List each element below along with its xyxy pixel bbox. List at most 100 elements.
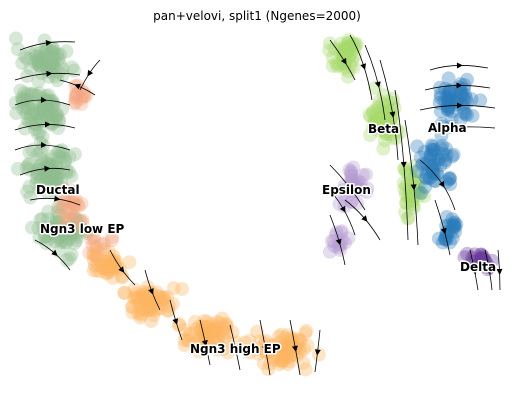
cell-point-alpha [432,95,447,110]
cell-point-ngn3-low-ep [63,207,78,221]
cell-point-ductal [22,179,37,194]
cell-point-ductal [58,224,73,239]
cell-point-alpha [417,144,432,159]
cell-point-epsilon [348,175,363,190]
cell-point-ngn3-high-ep [135,288,150,303]
cell-point-alpha [443,171,457,186]
cell-point-ductal [55,102,69,117]
cell-point-ngn3-high-ep [140,295,155,310]
cell-point-ngn3-high-ep [106,261,121,276]
cluster-label-alpha: Alpha [428,121,467,135]
streamline [14,72,81,81]
cell-point-beta [366,105,380,120]
cell-point-ductal [25,96,40,111]
streamline [349,34,373,101]
cell-point-ngn3-high-ep [90,257,105,272]
cell-point-ngn3-low-ep [62,182,77,197]
cell-point-ngn3-high-ep [272,335,286,350]
cell-point-ngn3-high-ep [277,337,292,352]
cell-point-ductal [80,224,95,239]
cell-point-ductal [48,109,63,124]
cell-point-epsilon [322,244,337,259]
cell-point-ductal [62,232,76,247]
cell-point-alpha [435,138,450,153]
cell-point-epsilon [334,224,349,239]
cell-point-beta [371,123,386,138]
cell-point-ductal [39,184,54,199]
cell-point-ductal [35,103,50,118]
cell-point-ductal [41,59,56,73]
cell-point-ductal [20,87,35,102]
cell-point-alpha [444,93,459,108]
cell-point-ngn3-high-ep [196,319,210,334]
cell-point-ngn3-high-ep [114,269,129,284]
cell-point-alpha [443,177,458,192]
cell-point-ductal [33,102,48,117]
cell-points [8,31,499,377]
cell-point-alpha [465,108,480,123]
cell-point-alpha [444,104,459,119]
cell-point-alpha [434,141,449,156]
streamline-arrow [118,266,125,273]
cell-point-ngn3-high-ep [249,324,264,339]
cell-point-beta [347,41,362,56]
cell-point-ngn3-high-ep [122,255,137,270]
cell-point-alpha [425,161,440,176]
cell-point-beta [366,104,381,119]
cell-point-ngn3-high-ep [267,343,282,358]
cell-point-ductal [42,171,57,186]
cell-point-epsilon [344,194,359,209]
cell-point-ductal [38,93,53,108]
cell-point-alpha [438,81,453,96]
cell-point-ngn3-high-ep [181,332,196,347]
cell-point-ductal [62,251,77,266]
cell-point-ductal [28,49,43,64]
cell-point-ductal [19,106,34,120]
cell-point-ngn3-high-ep [298,326,313,341]
cell-point-ductal [55,180,70,195]
streamline [364,44,386,121]
cell-point-alpha [425,165,440,180]
cell-point-ductal [45,168,60,183]
cell-point-ductal [48,215,63,229]
cell-point-ngn3-high-ep [280,339,294,354]
cell-point-ductal [49,107,64,122]
cell-point-ngn3-high-ep [100,265,115,280]
cell-point-ngn3-high-ep [274,353,289,367]
cell-point-alpha [433,87,448,102]
cell-point-epsilon [344,168,359,183]
cell-point-beta [406,200,421,215]
cell-point-ductal [57,230,72,244]
cell-point-ductal [15,56,30,71]
cell-point-ductal [46,45,61,60]
cell-point-ductal [52,56,67,71]
cell-point-alpha [438,232,452,247]
cell-point-ngn3-low-ep [63,205,78,220]
cell-point-ductal [35,212,50,227]
cell-point-ngn3-high-ep [161,304,175,319]
cell-point-alpha [442,84,457,99]
cell-point-ductal [48,228,63,243]
cluster-label-delta: Delta [460,260,496,274]
cell-point-ngn3-high-ep [86,263,101,278]
cell-point-ductal [58,226,73,241]
cell-point-ngn3-low-ep [85,238,100,253]
cell-point-ngn3-high-ep [134,291,149,306]
cell-point-ngn3-low-ep [68,89,83,104]
cell-point-ductal [52,150,67,164]
cell-point-ngn3-high-ep [277,338,292,353]
cell-point-ductal [69,225,83,240]
cell-point-ductal [49,217,63,232]
cell-point-ngn3-high-ep [280,328,295,343]
cell-point-ngn3-high-ep [86,248,101,263]
cell-point-ductal [48,234,63,249]
cell-point-alpha [446,147,461,162]
cell-point-ngn3-high-ep [257,344,272,358]
cell-point-delta [474,247,489,262]
cell-point-ductal [51,231,66,246]
cell-point-ngn3-high-ep [284,330,299,345]
cell-point-ductal [80,226,95,241]
cell-point-ngn3-low-ep [104,233,119,248]
cell-point-ductal [55,61,70,76]
cell-point-ngn3-high-ep [108,256,122,271]
